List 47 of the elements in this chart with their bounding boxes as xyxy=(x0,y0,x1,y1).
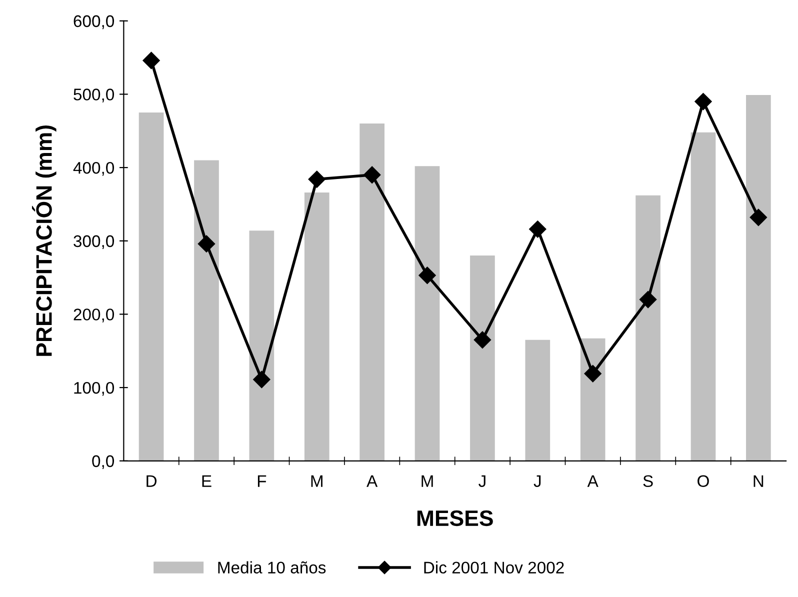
bar xyxy=(249,230,274,461)
point xyxy=(529,220,546,238)
bar xyxy=(304,192,330,461)
bar xyxy=(580,338,606,461)
point xyxy=(584,365,602,382)
legend-label: Media 10 años xyxy=(218,561,326,574)
x-tick-label: A xyxy=(366,475,378,487)
y-axis-title: PRECIPITACIÓN (mm) xyxy=(32,126,56,356)
y-tick-label: 300,0 xyxy=(74,235,114,250)
point xyxy=(308,170,326,188)
y-tick-label: 400,0 xyxy=(73,162,114,176)
y-tick-label: 500,0 xyxy=(74,88,114,102)
x-tick-label: D xyxy=(146,475,157,487)
y-tick-label: 100,0 xyxy=(74,382,114,396)
bar xyxy=(746,94,771,461)
point xyxy=(418,266,436,284)
x-tick-label: O xyxy=(698,475,709,488)
bar xyxy=(194,160,219,461)
x-tick-label: M xyxy=(422,475,433,487)
point xyxy=(694,93,712,110)
x-tick-label: J xyxy=(534,475,541,488)
x-axis-title: MESES xyxy=(417,510,493,526)
point xyxy=(639,291,657,308)
bar xyxy=(138,112,164,461)
bar xyxy=(525,340,550,461)
x-tick-label: S xyxy=(643,475,653,488)
point xyxy=(474,331,492,348)
point xyxy=(253,370,270,388)
point xyxy=(142,52,160,70)
point xyxy=(750,208,767,226)
x-tick-label: F xyxy=(258,475,266,487)
point xyxy=(364,166,381,184)
x-tick-label: A xyxy=(587,475,598,487)
x-tick-label: J xyxy=(478,475,486,488)
point xyxy=(198,235,216,252)
bar xyxy=(360,124,384,461)
bar xyxy=(690,132,716,461)
bar xyxy=(636,195,660,461)
bar xyxy=(470,256,495,461)
y-tick-label: 200,0 xyxy=(74,308,114,322)
x-tick-label: N xyxy=(754,475,764,487)
y-tick-label: 0,0 xyxy=(92,455,114,470)
x-tick-label: M xyxy=(311,475,322,487)
bar xyxy=(414,166,440,461)
y-tick-label: 600,0 xyxy=(74,15,114,30)
x-tick-label: E xyxy=(202,475,212,487)
legend-label: Dic 2001 Nov 2002 xyxy=(424,561,564,574)
